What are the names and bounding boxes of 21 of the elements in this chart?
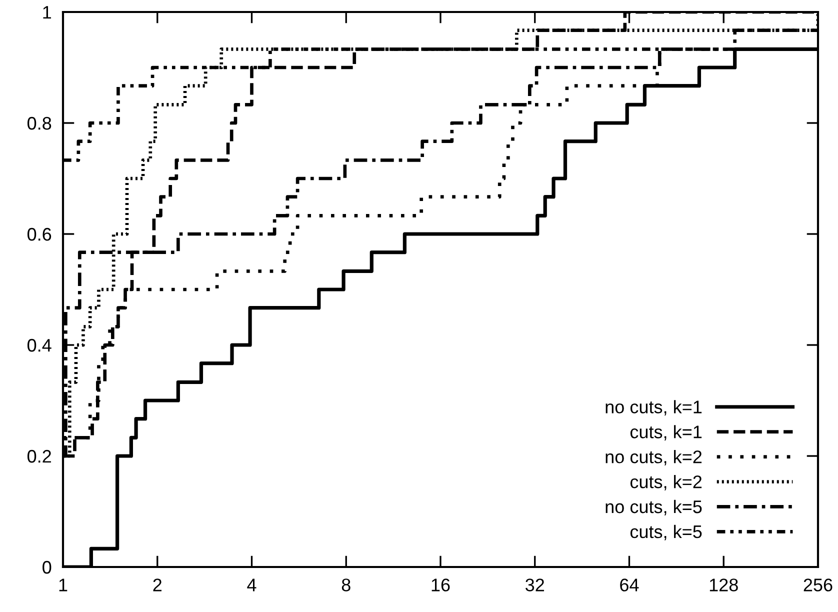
x-tick-label: 32 xyxy=(526,578,544,592)
x-tick-label: 16 xyxy=(432,578,450,592)
legend-label: no cuts, k=1 xyxy=(606,400,702,416)
x-tick-label: 128 xyxy=(710,578,738,592)
x-tick-label: 1 xyxy=(59,578,68,592)
legend-label: cuts, k=2 xyxy=(630,474,702,490)
x-tick-label: 4 xyxy=(247,578,256,592)
x-tick-label: 64 xyxy=(620,578,639,592)
y-tick-label: 0.2 xyxy=(27,450,51,463)
legend-label: no cuts, k=5 xyxy=(606,500,702,516)
y-tick-label: 0.4 xyxy=(27,338,52,352)
legend-label: no cuts, k=2 xyxy=(606,450,702,466)
y-tick-label: 0.8 xyxy=(27,116,52,130)
legend-label: cuts, k=1 xyxy=(630,425,702,440)
x-tick-label: 256 xyxy=(804,578,832,592)
y-tick-label: 1 xyxy=(43,6,52,19)
y-tick-label: 0.6 xyxy=(27,228,52,241)
legend-label: cuts, k=5 xyxy=(630,524,702,540)
x-tick-label: 2 xyxy=(153,578,162,592)
x-tick-label: 8 xyxy=(342,578,350,592)
y-tick-label: 0 xyxy=(42,560,52,574)
